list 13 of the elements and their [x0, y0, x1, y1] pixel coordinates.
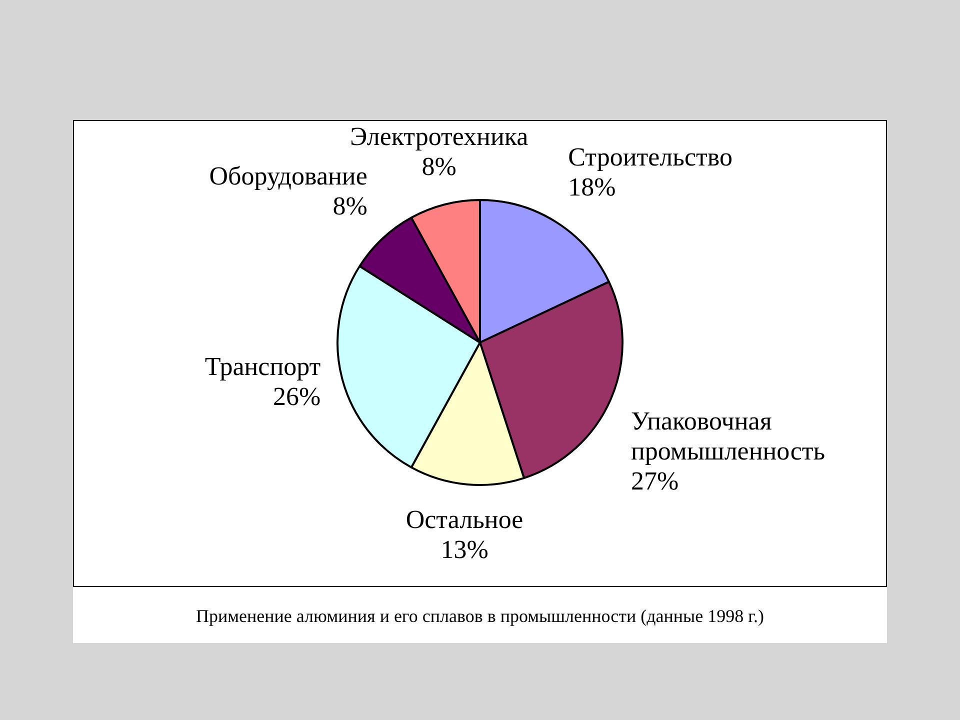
slice-label: Оборудование [209, 161, 368, 190]
data-label: 8% [422, 152, 456, 181]
slice-label: Электротехника [350, 122, 529, 151]
slice-label: Строительство [568, 142, 732, 172]
text: Применение алюминия и его сплавов в промышленности (данные 1998 г.) [195, 606, 765, 627]
slice-label: Остальное [406, 505, 524, 534]
data-label: 27% [630, 466, 679, 496]
slice-label: Упаковочная промышленность [630, 406, 826, 466]
data-label: 26% [272, 382, 321, 412]
data-label: 8% [332, 191, 368, 220]
data-label: 13% [440, 535, 488, 564]
slice-label: Транспорт [204, 352, 321, 382]
data-label: 18% [568, 172, 616, 202]
